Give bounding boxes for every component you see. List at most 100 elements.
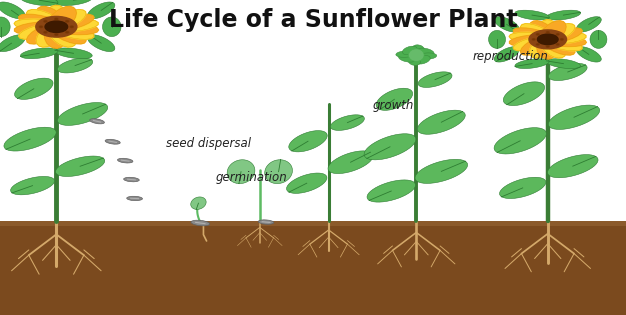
Polygon shape bbox=[530, 21, 556, 44]
Circle shape bbox=[529, 30, 567, 49]
Polygon shape bbox=[503, 82, 545, 106]
Polygon shape bbox=[546, 10, 580, 20]
Polygon shape bbox=[54, 0, 92, 6]
Polygon shape bbox=[577, 17, 601, 32]
Polygon shape bbox=[19, 22, 66, 39]
Polygon shape bbox=[54, 48, 92, 59]
Polygon shape bbox=[46, 19, 98, 32]
Ellipse shape bbox=[90, 119, 105, 124]
Polygon shape bbox=[46, 22, 94, 39]
Polygon shape bbox=[14, 22, 67, 35]
Polygon shape bbox=[548, 105, 600, 129]
Polygon shape bbox=[510, 35, 557, 46]
Polygon shape bbox=[513, 35, 557, 51]
Polygon shape bbox=[540, 35, 575, 55]
Ellipse shape bbox=[105, 139, 120, 144]
Circle shape bbox=[546, 32, 549, 33]
Polygon shape bbox=[364, 134, 416, 160]
Polygon shape bbox=[4, 127, 56, 151]
Polygon shape bbox=[500, 177, 546, 198]
Circle shape bbox=[36, 16, 77, 37]
Polygon shape bbox=[537, 20, 559, 44]
Polygon shape bbox=[88, 35, 115, 52]
Ellipse shape bbox=[124, 177, 139, 182]
Polygon shape bbox=[21, 48, 58, 59]
Polygon shape bbox=[27, 10, 66, 32]
Circle shape bbox=[55, 18, 58, 20]
Polygon shape bbox=[539, 28, 582, 43]
Polygon shape bbox=[548, 63, 587, 81]
Polygon shape bbox=[367, 180, 416, 202]
Polygon shape bbox=[515, 10, 549, 20]
Ellipse shape bbox=[259, 220, 274, 224]
Polygon shape bbox=[521, 24, 556, 44]
Polygon shape bbox=[56, 156, 105, 176]
Polygon shape bbox=[27, 22, 66, 44]
Bar bbox=[0, 220, 626, 315]
Polygon shape bbox=[590, 31, 607, 48]
Polygon shape bbox=[103, 17, 121, 37]
Polygon shape bbox=[227, 160, 255, 184]
Polygon shape bbox=[58, 103, 108, 125]
Circle shape bbox=[66, 32, 69, 33]
Polygon shape bbox=[540, 21, 566, 44]
Ellipse shape bbox=[417, 48, 434, 56]
Text: growth: growth bbox=[372, 99, 414, 112]
Ellipse shape bbox=[408, 49, 424, 61]
Polygon shape bbox=[489, 31, 505, 48]
Polygon shape bbox=[46, 22, 98, 35]
Ellipse shape bbox=[415, 55, 430, 64]
Polygon shape bbox=[538, 35, 587, 47]
Circle shape bbox=[45, 21, 68, 32]
Polygon shape bbox=[58, 58, 93, 73]
Polygon shape bbox=[577, 47, 602, 62]
Polygon shape bbox=[48, 6, 76, 32]
Text: germination: germination bbox=[216, 171, 288, 185]
Polygon shape bbox=[495, 47, 519, 62]
Polygon shape bbox=[14, 19, 66, 32]
Ellipse shape bbox=[399, 54, 416, 62]
Polygon shape bbox=[494, 17, 519, 32]
Polygon shape bbox=[265, 160, 292, 184]
Polygon shape bbox=[88, 2, 115, 19]
Text: reproduction: reproduction bbox=[473, 50, 548, 63]
Bar bbox=[0, 220, 626, 226]
Circle shape bbox=[536, 34, 539, 35]
Polygon shape bbox=[515, 59, 549, 69]
Polygon shape bbox=[11, 176, 54, 195]
Ellipse shape bbox=[191, 220, 210, 226]
Circle shape bbox=[557, 34, 559, 35]
Polygon shape bbox=[494, 128, 546, 154]
Circle shape bbox=[532, 39, 535, 40]
Circle shape bbox=[66, 20, 69, 22]
Circle shape bbox=[39, 26, 43, 27]
Polygon shape bbox=[14, 78, 53, 100]
Polygon shape bbox=[44, 21, 68, 48]
Circle shape bbox=[537, 34, 558, 44]
Ellipse shape bbox=[403, 46, 418, 55]
Ellipse shape bbox=[396, 51, 414, 57]
Polygon shape bbox=[47, 10, 86, 32]
Polygon shape bbox=[415, 159, 468, 183]
Polygon shape bbox=[540, 24, 575, 44]
Ellipse shape bbox=[118, 158, 133, 163]
Polygon shape bbox=[513, 28, 557, 43]
Polygon shape bbox=[530, 35, 556, 58]
Polygon shape bbox=[0, 35, 25, 52]
Circle shape bbox=[536, 44, 539, 45]
Polygon shape bbox=[376, 88, 413, 110]
Polygon shape bbox=[546, 59, 580, 69]
Text: seed dispersal: seed dispersal bbox=[166, 137, 251, 150]
Polygon shape bbox=[418, 110, 465, 134]
Polygon shape bbox=[36, 7, 65, 32]
Polygon shape bbox=[48, 22, 76, 47]
Polygon shape bbox=[538, 32, 586, 44]
Polygon shape bbox=[287, 173, 327, 193]
Polygon shape bbox=[509, 32, 557, 44]
Text: Life Cycle of a Sunflower Plant: Life Cycle of a Sunflower Plant bbox=[109, 8, 517, 32]
Polygon shape bbox=[540, 35, 566, 58]
Polygon shape bbox=[36, 22, 65, 47]
Circle shape bbox=[44, 32, 47, 33]
Polygon shape bbox=[521, 35, 556, 55]
Polygon shape bbox=[19, 14, 66, 31]
